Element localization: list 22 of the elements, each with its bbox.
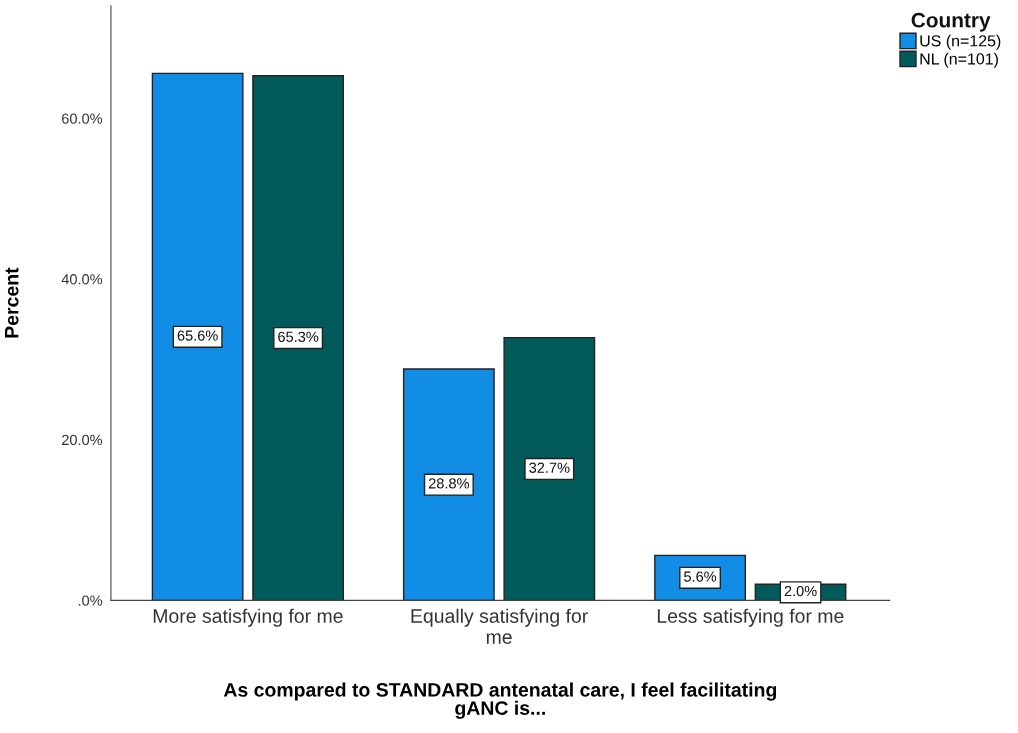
x-tick-label: More satisfying for me: [153, 608, 343, 627]
bar: [252, 75, 345, 601]
y-tick-label: 40.0%: [61, 274, 103, 285]
legend-label: NL (n=101): [920, 52, 998, 68]
data-label: 5.6%: [684, 571, 717, 582]
data-label: 28.8%: [428, 478, 470, 489]
data-label: 65.3%: [278, 331, 319, 342]
data-label: 65.6%: [177, 330, 218, 341]
bar: [151, 72, 244, 601]
legend-label: US (n=125): [920, 34, 1001, 50]
y-tick-label: 20.0%: [62, 434, 103, 446]
data-label: 2.0%: [784, 585, 817, 597]
bar: [503, 336, 596, 601]
y-tick-label: 60.0%: [62, 113, 103, 124]
x-tick-label: Equally satisfying for me: [411, 608, 588, 644]
x-tick-label: Less satisfying for me: [657, 608, 844, 627]
x-axis-title: As compared to STANDARD antenatal care, I feel facilitating gANC is...: [223, 682, 777, 719]
y-axis-title: Percent: [4, 267, 19, 338]
bar: [402, 368, 495, 601]
y-tick-label: .0%: [78, 595, 103, 606]
legend-title: Country: [911, 12, 991, 32]
data-label: 32.7%: [529, 462, 570, 473]
